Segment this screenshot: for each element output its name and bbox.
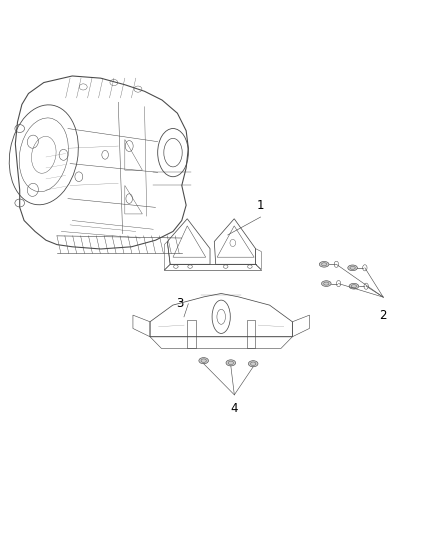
Ellipse shape (321, 281, 331, 286)
Text: 3: 3 (177, 297, 184, 310)
Ellipse shape (226, 360, 236, 366)
Ellipse shape (199, 358, 208, 364)
Text: 4: 4 (230, 402, 238, 415)
Ellipse shape (319, 262, 329, 267)
Ellipse shape (248, 361, 258, 367)
Ellipse shape (349, 284, 359, 289)
Text: 2: 2 (379, 309, 387, 322)
Ellipse shape (348, 265, 357, 271)
Text: 1: 1 (257, 199, 265, 212)
